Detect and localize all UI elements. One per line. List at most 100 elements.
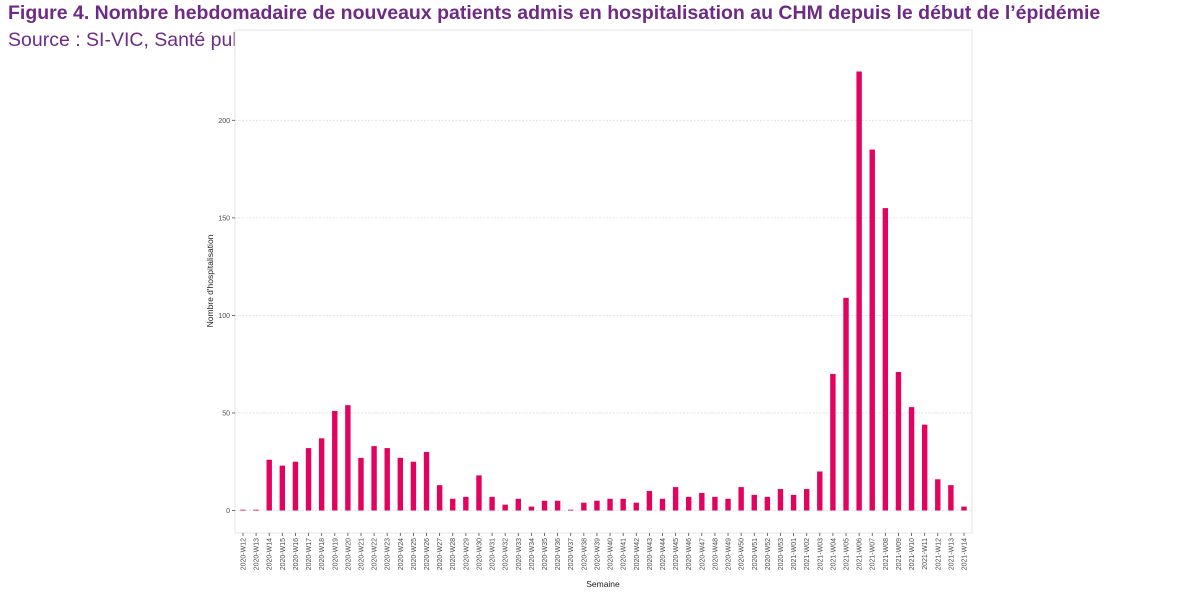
bar-2021-W14	[961, 506, 967, 511]
x-tick-label: 2021-W11	[922, 538, 929, 570]
x-tick-label: 2020-W50	[739, 538, 746, 570]
x-tick-label: 2020-W34	[529, 538, 536, 570]
x-tick-label: 2021-W13	[948, 538, 955, 570]
x-tick-label: 2020-W31	[490, 538, 497, 570]
bar-2021-W08	[882, 208, 889, 511]
bar-2021-W10	[908, 407, 915, 511]
x-tick-label: 2020-W26	[424, 538, 431, 570]
bar-2020-W21	[358, 457, 364, 511]
bar-2020-W30	[476, 475, 482, 511]
bar-2020-W45	[672, 487, 679, 511]
bar-2020-W48	[712, 496, 718, 511]
bar-2020-W42	[633, 502, 639, 511]
x-tick-label: 2020-W15	[280, 538, 287, 570]
x-tick-label: 2020-W48	[712, 538, 719, 570]
bar-2021-W11	[921, 424, 928, 511]
x-tick-label: 2020-W41	[621, 538, 628, 570]
bar-2021-W04	[830, 373, 836, 511]
bar-2020-W33	[515, 498, 521, 511]
bar-2020-W32	[502, 504, 508, 511]
y-axis: 0 50 100 150 200	[218, 118, 235, 515]
bar-2020-W40	[607, 498, 613, 511]
bar-2020-W47	[699, 492, 705, 511]
x-tick-label: 2020-W40	[608, 538, 615, 570]
x-tick-label: 2021-W02	[804, 538, 811, 570]
bar-2021-W06	[856, 71, 862, 511]
x-tick-label: 2020-W29	[463, 538, 470, 570]
x-tick-label: 2021-W03	[817, 538, 824, 570]
x-tick-label: 2020-W52	[765, 538, 772, 570]
bar-2020-W31	[489, 496, 495, 511]
x-tick-label: 2020-W33	[516, 538, 523, 570]
x-tick-label: 2020-W20	[345, 538, 352, 570]
figure-title: Figure 4. Nombre hebdomadaire de nouveau…	[8, 2, 1101, 24]
x-tick-label: 2020-W35	[542, 538, 549, 570]
y-tick-label: 100	[218, 313, 230, 320]
bar-2020-W23	[384, 448, 390, 511]
x-tick-label: 2020-W32	[503, 538, 510, 570]
bar-2020-W41	[620, 498, 626, 511]
x-tick-label: 2020-W13	[254, 538, 261, 570]
x-tick-label: 2020-W47	[699, 538, 706, 570]
x-tick-label: 2021-W07	[870, 538, 877, 570]
x-tick-label: 2020-W16	[293, 538, 300, 570]
bar-2020-W19	[332, 410, 338, 511]
bar-2020-W37	[568, 509, 574, 511]
x-tick-label: 2020-W42	[634, 538, 641, 570]
bar-2020-W36	[554, 500, 561, 511]
x-tick-label: 2020-W38	[581, 538, 588, 570]
x-tick-label: 2021-W14	[962, 538, 969, 570]
bar-2020-W38	[581, 502, 587, 511]
x-tick-label: 2021-W05	[844, 538, 851, 570]
x-tick-label: 2020-W44	[660, 538, 667, 570]
x-tick-label: 2021-W06	[857, 538, 864, 570]
x-tick-label: 2020-W36	[555, 538, 562, 570]
x-tick-label: 2020-W23	[385, 538, 392, 570]
bar-2021-W02	[803, 489, 810, 511]
x-tick-label: 2020-W19	[332, 538, 339, 570]
bar-2020-W22	[371, 446, 377, 511]
x-tick-label: 2020-W46	[686, 538, 693, 570]
bar-2021-W12	[935, 479, 941, 511]
x-tick-label: 2020-W12	[241, 538, 248, 570]
x-tick-label: 2020-W27	[437, 538, 444, 570]
bar-2021-W07	[869, 149, 875, 511]
x-tick-label: 2020-W21	[358, 538, 365, 570]
bars	[240, 71, 967, 511]
x-tick-label: 2021-W08	[883, 538, 890, 570]
y-tick-label: 0	[226, 508, 230, 515]
x-axis: 2020-W12 2020-W13 2020-W14 2020-W15 2020-W16…	[241, 533, 969, 570]
bar-2020-W29	[463, 496, 469, 511]
x-tick-label: 2020-W49	[726, 538, 733, 570]
bar-2020-W53	[777, 489, 784, 511]
bar-2020-W26	[423, 451, 430, 511]
x-tick-label: 2020-W39	[594, 538, 601, 570]
bar-2020-W46	[686, 496, 692, 511]
bar-2020-W20	[345, 405, 351, 511]
x-tick-label: 2021-W09	[896, 538, 903, 570]
x-tick-label: 2020-W43	[647, 538, 654, 570]
gridlines	[235, 119, 972, 511]
bar-2020-W28	[450, 498, 456, 511]
x-tick-label: 2020-W14	[267, 538, 274, 570]
y-tick-label: 150	[218, 215, 230, 222]
y-tick-label: 200	[218, 118, 230, 125]
bar-2020-W49	[725, 498, 731, 511]
bar-2020-W35	[541, 500, 548, 511]
bar-2020-W24	[397, 457, 404, 511]
x-tick-label: 2021-W12	[935, 538, 942, 570]
x-tick-label: 2020-W24	[398, 538, 405, 570]
bar-2021-W05	[843, 297, 849, 511]
y-tick-label: 50	[222, 410, 230, 417]
x-tick-label: 2020-W51	[752, 538, 759, 570]
bar-2020-W14	[266, 459, 272, 511]
bar-2021-W13	[948, 485, 954, 511]
x-tick-label: 2020-W28	[450, 538, 457, 570]
bar-2021-W01	[790, 494, 797, 511]
x-tick-label: 2020-W17	[306, 538, 313, 570]
x-tick-label: 2020-W30	[476, 538, 483, 570]
bar-2020-W12	[240, 509, 246, 511]
x-tick-label: 2021-W04	[830, 538, 837, 570]
bar-2020-W16	[292, 461, 299, 511]
